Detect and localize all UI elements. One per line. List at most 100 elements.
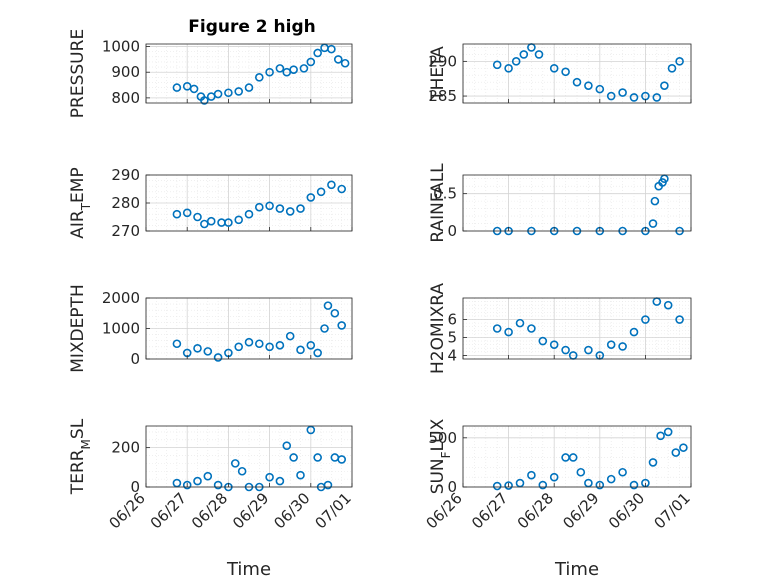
y-axis-label: TERRMSL <box>68 418 93 495</box>
x-axis-label: Time <box>554 559 599 580</box>
data-point <box>189 84 199 94</box>
data-point <box>193 344 202 353</box>
y-tick-label: 5 <box>447 328 457 346</box>
data-point <box>584 478 593 488</box>
data-point <box>213 89 223 99</box>
y-tick-label: 1000 <box>102 38 140 56</box>
data-point <box>172 209 182 219</box>
y-axis-label: RAINFALL <box>428 163 448 243</box>
data-point <box>337 321 347 330</box>
data-point <box>534 50 544 59</box>
data-point <box>182 480 192 490</box>
data-point <box>629 93 639 102</box>
data-point <box>313 348 322 358</box>
data-point <box>663 427 673 437</box>
data-point <box>663 300 673 310</box>
data-point <box>606 474 616 484</box>
data-point <box>299 64 309 73</box>
data-point <box>515 318 525 328</box>
y-tick-label: 290 <box>428 52 457 70</box>
data-point <box>595 480 605 490</box>
y-axis-label: H2OMIXRA <box>428 283 448 374</box>
axes-box <box>462 174 692 232</box>
data-point <box>549 472 559 482</box>
data-point <box>265 342 274 352</box>
data-point <box>641 315 650 324</box>
y-axis-label: SUNFLUX <box>428 418 453 494</box>
data-point <box>213 353 223 362</box>
data-point <box>254 73 264 82</box>
y-tick-label: 4 <box>447 346 457 364</box>
data-point <box>275 204 285 213</box>
data-point <box>244 83 254 92</box>
y-tick-label: 2000 <box>102 289 140 307</box>
axes-box <box>462 43 692 104</box>
data-point <box>330 308 340 318</box>
data-point <box>527 470 536 480</box>
data-point <box>576 467 586 477</box>
data-point <box>337 184 347 194</box>
data-point <box>289 453 298 462</box>
x-axis-label: Time <box>226 559 271 580</box>
y-tick-label: 900 <box>111 63 140 81</box>
data-point <box>675 57 684 66</box>
y-tick-label: 0 <box>447 478 457 496</box>
data-point <box>595 84 605 94</box>
data-point <box>234 342 243 352</box>
data-point <box>650 196 660 206</box>
data-point <box>340 58 350 68</box>
data-point <box>327 44 336 54</box>
data-point <box>306 193 316 202</box>
data-point <box>200 219 209 229</box>
data-point <box>244 209 254 219</box>
data-point <box>275 340 285 350</box>
subplot-5: 0 1000 2000 MIXDEPTH <box>68 284 353 373</box>
data-point <box>182 208 192 218</box>
data-point <box>285 207 295 216</box>
data-point <box>618 467 627 477</box>
data-point <box>675 315 684 324</box>
data-point <box>224 88 233 98</box>
data-point <box>172 83 182 92</box>
data-point <box>606 340 616 349</box>
data-point <box>323 301 333 310</box>
y-tick-label: 6 <box>447 311 457 329</box>
data-point <box>679 443 688 452</box>
data-point <box>568 453 578 462</box>
data-point <box>337 455 347 464</box>
data-point <box>323 480 333 490</box>
data-point <box>492 324 502 333</box>
y-tick-label: 270 <box>111 222 140 240</box>
data-point <box>504 481 513 490</box>
y-tick-label: 1000 <box>102 320 140 338</box>
data-point <box>667 63 677 73</box>
data-point <box>618 88 627 97</box>
y-tick-label: 290 <box>111 166 140 184</box>
data-point <box>193 476 202 486</box>
data-point <box>629 480 639 490</box>
data-point <box>193 212 202 222</box>
data-point <box>172 339 182 349</box>
subplot-1: 800 900 1000 PRESSURE <box>68 29 353 118</box>
data-point <box>671 448 681 457</box>
y-axis-label: PRESSURE <box>68 29 88 118</box>
data-point <box>224 218 233 227</box>
subplot-3: 270 280 290 AIRTEMP <box>68 166 353 240</box>
y-tick-label: 200 <box>111 439 140 457</box>
data-point <box>306 57 316 67</box>
data-point <box>254 339 264 349</box>
y-tick-label: 280 <box>111 194 140 212</box>
data-point <box>327 180 336 190</box>
data-point <box>527 324 536 333</box>
data-point <box>282 441 292 450</box>
data-point <box>492 481 502 491</box>
axes-box <box>145 425 353 488</box>
data-point <box>561 67 570 77</box>
data-point <box>306 425 316 435</box>
data-point <box>606 91 616 101</box>
data-point <box>492 60 502 70</box>
data-point <box>296 470 305 480</box>
